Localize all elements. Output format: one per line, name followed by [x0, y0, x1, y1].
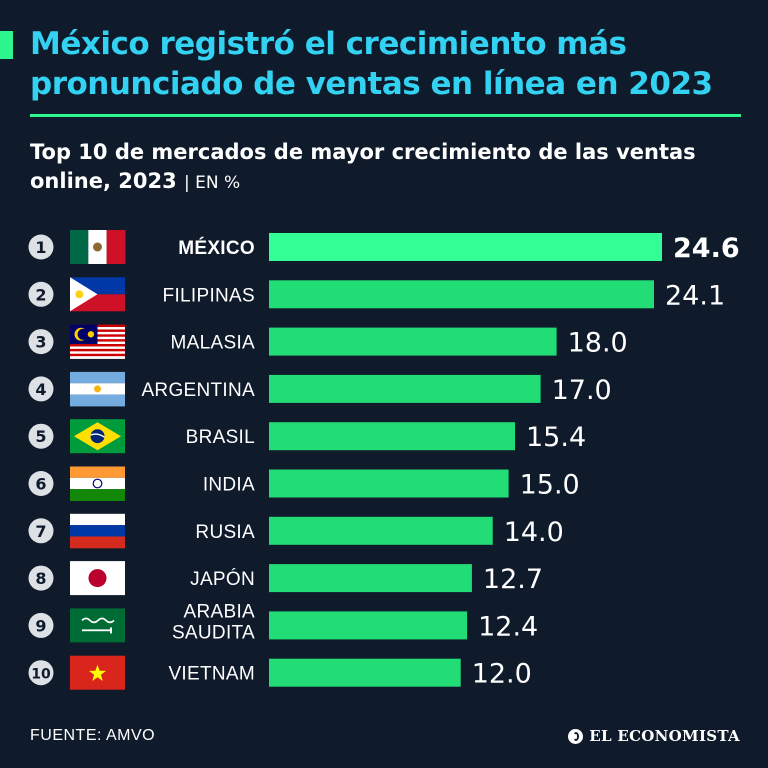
- value-label: 15.4: [526, 422, 586, 453]
- brand-name: EL ECONOMISTA: [589, 727, 740, 745]
- category-label: ARGENTINA: [141, 380, 255, 401]
- category-label: JAPÓN: [190, 568, 255, 590]
- brand-icon: [568, 728, 584, 744]
- category-label: RUSIA: [195, 522, 255, 543]
- rank-label: 5: [35, 427, 46, 446]
- saudi-arabia-flag-icon: [70, 608, 125, 643]
- headline: México registró el crecimiento más pronu…: [30, 26, 713, 102]
- value-label: 12.7: [483, 564, 543, 595]
- category-label: INDIA: [203, 475, 255, 496]
- bar: [269, 280, 654, 309]
- category-label: FILIPINAS: [163, 285, 255, 306]
- vietnam-flag-icon: [70, 655, 125, 690]
- bar: [269, 422, 515, 451]
- chart-row: 3 MALASIA 18.0: [28, 324, 628, 359]
- rank-label: 1: [35, 238, 46, 257]
- chart-row: 8 JAPÓN 12.7: [28, 561, 543, 596]
- rank-label: 4: [35, 380, 46, 399]
- rank-label: 8: [35, 569, 46, 588]
- category-label: BRASIL: [186, 427, 255, 448]
- argentina-flag-icon: [70, 371, 125, 407]
- philippines-flag-icon: [70, 277, 125, 312]
- brazil-flag-icon: [70, 419, 125, 454]
- rank-badge: [28, 660, 54, 686]
- bar: [269, 233, 662, 261]
- chart-title-text: Top 10 de mercados de mayor crecimiento …: [30, 140, 696, 193]
- value-label: 15.0: [520, 470, 580, 501]
- accent-bar: [0, 31, 13, 59]
- chart-unit-label: | EN %: [184, 173, 241, 193]
- bar: [269, 516, 493, 545]
- rank-label: 6: [35, 475, 46, 494]
- rank-label: 2: [35, 285, 46, 304]
- value-label: 14.0: [504, 517, 564, 548]
- rank-badge: [28, 565, 54, 591]
- category-label: SAUDITA: [172, 622, 255, 643]
- chart-title: Top 10 de mercados de mayor crecimiento …: [30, 138, 750, 198]
- value-label: 24.6: [673, 233, 740, 264]
- rank-badge: [28, 376, 54, 402]
- chart-row: 4 ARGENTINA 17.0: [28, 371, 612, 407]
- category-label: ARABIA: [184, 601, 256, 622]
- chart-row: 10 VIETNAM 12.0: [28, 655, 532, 690]
- value-label: 24.1: [665, 280, 725, 311]
- rank-badge: [28, 612, 54, 638]
- malaysia-flag-icon: [70, 324, 125, 359]
- india-flag-icon: [70, 466, 125, 501]
- value-label: 17.0: [552, 375, 612, 406]
- rank-badge: [28, 281, 54, 307]
- bar: [269, 658, 461, 687]
- russia-flag-icon: [70, 513, 125, 549]
- rank-badge: [28, 518, 54, 544]
- value-label: 12.4: [478, 611, 538, 642]
- chart-row: 1 MÉXICO 24.6: [28, 230, 740, 264]
- bar-chart: 1 MÉXICO 24.6 2 FILIPINAS 24.1 3 MALASIA 18.0 4 AR…: [28, 230, 740, 690]
- bar: [269, 469, 509, 498]
- category-label: MALASIA: [171, 333, 255, 354]
- mexico-flag-icon: [70, 230, 126, 264]
- japan-flag-icon: [70, 561, 125, 596]
- chart-row: 7 RUSIA 14.0: [28, 513, 564, 549]
- brand-logo: EL ECONOMISTA: [568, 727, 740, 745]
- value-label: 18.0: [568, 328, 628, 359]
- rank-badge: [28, 329, 54, 355]
- rank-label: 3: [35, 333, 46, 352]
- rank-badge: [28, 423, 54, 449]
- bar: [269, 327, 557, 356]
- chart-row: 5 BRASIL 15.4: [28, 419, 586, 454]
- rank-label: 7: [35, 522, 46, 541]
- rank-badge: [28, 234, 54, 260]
- bar: [269, 564, 472, 593]
- bar: [269, 374, 541, 403]
- value-label: 12.0: [472, 659, 532, 690]
- chart-row: 2 FILIPINAS 24.1: [28, 277, 725, 312]
- category-label: VIETNAM: [168, 664, 255, 685]
- category-label: MÉXICO: [178, 237, 255, 259]
- source-note: FUENTE: AMVO: [30, 727, 156, 744]
- rank-label: 10: [31, 667, 51, 683]
- rank-badge: [28, 471, 54, 496]
- rank-label: 9: [35, 616, 46, 635]
- chart-row: 6 INDIA 15.0: [28, 466, 580, 501]
- headline-rule: [30, 114, 741, 117]
- bar: [269, 611, 468, 640]
